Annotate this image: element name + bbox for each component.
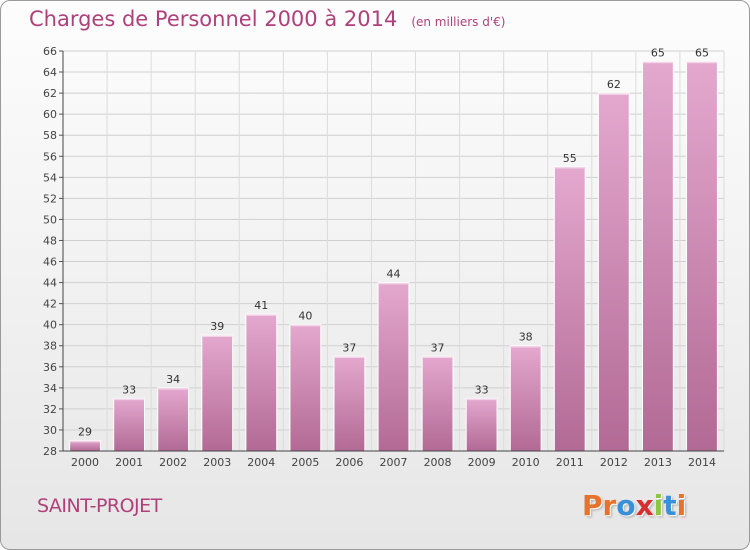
data-label: 29 [78, 425, 92, 438]
bar [509, 345, 542, 452]
logo-letter: i [653, 489, 664, 522]
y-tick-label: 66 [43, 45, 57, 58]
data-label: 41 [254, 299, 268, 312]
logo-letter: x [635, 489, 654, 522]
logo-letter: t [663, 489, 677, 522]
data-label: 65 [695, 47, 709, 60]
x-tick-label: 2002 [159, 456, 187, 469]
logo-letter: o [616, 489, 636, 522]
x-tick-label: 2011 [556, 456, 584, 469]
y-tick-label: 34 [43, 382, 57, 395]
data-label: 55 [563, 152, 577, 165]
y-tick-label: 56 [43, 150, 57, 163]
data-label: 62 [607, 78, 621, 91]
y-tick-label: 36 [43, 361, 57, 374]
bar [421, 355, 454, 452]
bar [333, 355, 366, 452]
y-tick-label: 38 [43, 340, 57, 353]
y-tick-label: 54 [43, 171, 57, 184]
logo-letter: i [676, 489, 687, 522]
data-label: 34 [166, 373, 180, 386]
x-tick-label: 2012 [600, 456, 628, 469]
bar [201, 334, 234, 452]
y-tick-label: 64 [43, 66, 57, 79]
y-tick-label: 40 [43, 319, 57, 332]
chart-title: Charges de Personnel 2000 à 2014 (en mill… [29, 7, 505, 31]
y-tick-label: 28 [43, 445, 57, 458]
data-label: 38 [519, 331, 533, 344]
logo-letter: r [602, 489, 617, 522]
x-tick-label: 2014 [688, 456, 716, 469]
x-tick-label: 2003 [203, 456, 231, 469]
labels: 28 30 32 34 36 38 40 42 44 46 48 50 52 54 56 58 60 62 64 66… [43, 45, 716, 469]
bar [377, 282, 410, 452]
bar [245, 313, 278, 452]
y-tick-label: 50 [43, 213, 57, 226]
bar [289, 324, 322, 452]
y-tick-label: 30 [43, 424, 57, 437]
x-tick-label: 2008 [424, 456, 452, 469]
proxiti-logo: Proxiti [582, 489, 686, 522]
y-tick-label: 60 [43, 108, 57, 121]
x-tick-label: 2009 [468, 456, 496, 469]
bar [157, 387, 190, 452]
bar [686, 61, 718, 452]
y-tick-label: 48 [43, 234, 57, 247]
bar [597, 92, 630, 452]
data-label: 37 [342, 341, 356, 354]
data-label: 37 [431, 341, 445, 354]
y-tick-label: 52 [43, 192, 57, 205]
y-tick-label: 46 [43, 256, 57, 269]
y-tick-label: 44 [43, 277, 57, 290]
data-label: 39 [210, 320, 224, 333]
bars [69, 61, 718, 452]
commune-name: SAINT-PROJET [37, 495, 162, 517]
data-label: 33 [475, 383, 489, 396]
data-label: 65 [651, 47, 665, 60]
x-tick-label: 2001 [115, 456, 143, 469]
logo-letter: P [582, 489, 603, 522]
data-label: 44 [387, 268, 401, 281]
data-label: 40 [298, 310, 312, 323]
axes [59, 50, 724, 452]
y-tick-label: 32 [43, 403, 57, 416]
unit-note: (en milliers d'€) [411, 15, 506, 29]
x-tick-label: 2007 [380, 456, 408, 469]
x-tick-label: 2013 [644, 456, 672, 469]
chart-title-text: Charges de Personnel 2000 à 2014 [29, 7, 398, 31]
bar [113, 397, 146, 452]
bar [641, 61, 674, 452]
x-tick-label: 2005 [291, 456, 319, 469]
x-tick-label: 2006 [335, 456, 363, 469]
x-tick-label: 2000 [71, 456, 99, 469]
x-tick-label: 2010 [512, 456, 540, 469]
y-tick-label: 42 [43, 298, 57, 311]
x-tick-label: 2004 [247, 456, 275, 469]
bar [465, 397, 498, 452]
y-tick-label: 62 [43, 87, 57, 100]
bar [553, 166, 586, 452]
data-label: 33 [122, 383, 136, 396]
y-tick-label: 58 [43, 129, 57, 142]
